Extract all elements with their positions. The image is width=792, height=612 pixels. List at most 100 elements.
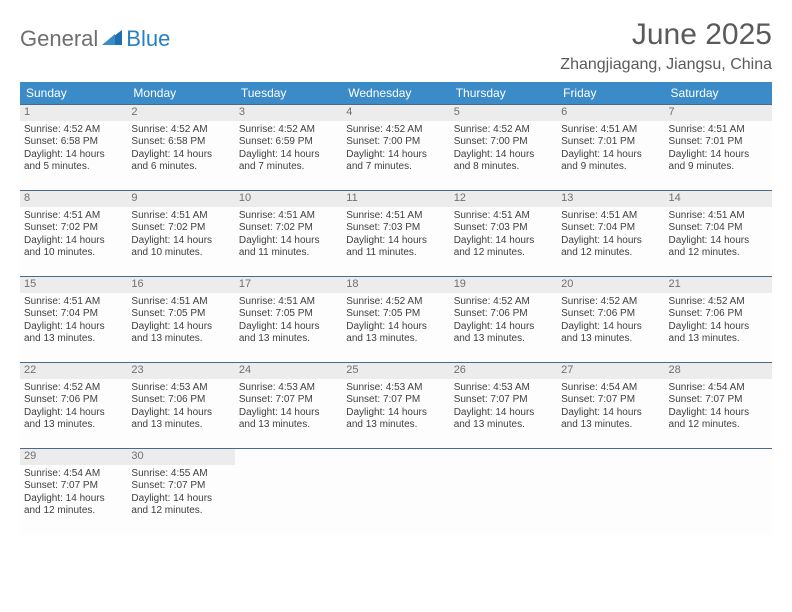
logo-mark-icon — [102, 28, 124, 51]
sunset-text: Sunset: 7:03 PM — [346, 222, 445, 235]
sunrise-text: Sunrise: 4:53 AM — [239, 382, 338, 395]
day-number: 3 — [235, 105, 342, 121]
location-label: Zhangjiagang, Jiangsu, China — [560, 56, 772, 74]
col-thursday: Thursday — [450, 82, 557, 105]
sunset-text: Sunset: 7:07 PM — [24, 480, 123, 493]
daylight-text: and 13 minutes. — [454, 333, 553, 346]
daylight-text: Daylight: 14 hours — [24, 149, 123, 162]
sunset-text: Sunset: 7:06 PM — [24, 394, 123, 407]
calendar-day-cell: 11Sunrise: 4:51 AMSunset: 7:03 PMDayligh… — [342, 191, 449, 277]
daylight-text: Daylight: 14 hours — [131, 149, 230, 162]
calendar-day-cell: 30Sunrise: 4:55 AMSunset: 7:07 PMDayligh… — [127, 449, 234, 535]
sunrise-text: Sunrise: 4:51 AM — [24, 296, 123, 309]
day-number: 5 — [450, 105, 557, 121]
calendar-day-cell: 21 Sunrise: 4:52 AMSunset: 7:06 PMDayligh… — [665, 277, 772, 363]
calendar-day-cell: 6Sunrise: 4:51 AMSunset: 7:01 PMDaylight… — [557, 105, 664, 191]
sunrise-text: Sunrise: 4:54 AM — [669, 382, 768, 395]
col-tuesday: Tuesday — [235, 82, 342, 105]
daylight-text: Daylight: 14 hours — [346, 149, 445, 162]
calendar-week-row: 8Sunrise: 4:51 AMSunset: 7:02 PMDaylight… — [20, 191, 772, 277]
calendar-empty-cell — [557, 449, 664, 535]
calendar-empty-cell — [665, 449, 772, 535]
logo-text-general: General — [20, 26, 98, 52]
daylight-text: and 13 minutes. — [454, 419, 553, 432]
day-number: 11 — [342, 191, 449, 207]
daylight-text: Daylight: 14 hours — [454, 235, 553, 248]
day-number: 26 — [450, 363, 557, 379]
day-number: 16 — [127, 277, 234, 293]
daylight-text: Daylight: 14 hours — [669, 321, 768, 334]
day-number: 24 — [235, 363, 342, 379]
sunset-text: Sunset: 7:02 PM — [131, 222, 230, 235]
calendar-day-cell: 28 Sunrise: 4:54 AMSunset: 7:07 PMDayligh… — [665, 363, 772, 449]
daylight-text: Daylight: 14 hours — [239, 149, 338, 162]
day-number: 8 — [20, 191, 127, 207]
calendar-day-cell: 29Sunrise: 4:54 AMSunset: 7:07 PMDayligh… — [20, 449, 127, 535]
sunset-text: Sunset: 6:59 PM — [239, 136, 338, 149]
calendar-week-row: 22Sunrise: 4:52 AMSunset: 7:06 PMDayligh… — [20, 363, 772, 449]
daylight-text: Daylight: 14 hours — [24, 493, 123, 506]
daylight-text: and 9 minutes. — [669, 161, 768, 174]
day-number: 6 — [557, 105, 664, 121]
calendar-day-cell: 27Sunrise: 4:54 AMSunset: 7:07 PMDayligh… — [557, 363, 664, 449]
daylight-text: Daylight: 14 hours — [131, 235, 230, 248]
calendar-week-row: 1Sunrise: 4:52 AMSunset: 6:58 PMDaylight… — [20, 105, 772, 191]
daylight-text: Daylight: 14 hours — [669, 149, 768, 162]
daylight-text: Daylight: 14 hours — [239, 321, 338, 334]
calendar-day-cell: 25Sunrise: 4:53 AMSunset: 7:07 PMDayligh… — [342, 363, 449, 449]
daylight-text: and 7 minutes. — [346, 161, 445, 174]
calendar-header-row: Sunday Monday Tuesday Wednesday Thursday… — [20, 82, 772, 105]
sunrise-text: Sunrise: 4:51 AM — [454, 210, 553, 223]
daylight-text: and 13 minutes. — [346, 419, 445, 432]
day-number: 19 — [450, 277, 557, 293]
day-number: 23 — [127, 363, 234, 379]
day-number: 15 — [20, 277, 127, 293]
col-saturday: Saturday — [665, 82, 772, 105]
daylight-text: and 12 minutes. — [131, 505, 230, 518]
daylight-text: and 11 minutes. — [239, 247, 338, 260]
calendar-day-cell: 17Sunrise: 4:51 AMSunset: 7:05 PMDayligh… — [235, 277, 342, 363]
sunset-text: Sunset: 7:03 PM — [454, 222, 553, 235]
calendar-day-cell: 10Sunrise: 4:51 AMSunset: 7:02 PMDayligh… — [235, 191, 342, 277]
sunrise-text: Sunrise: 4:52 AM — [131, 124, 230, 137]
calendar-day-cell: 8Sunrise: 4:51 AMSunset: 7:02 PMDaylight… — [20, 191, 127, 277]
daylight-text: Daylight: 14 hours — [561, 235, 660, 248]
daylight-text: Daylight: 14 hours — [131, 407, 230, 420]
day-number: 18 — [342, 277, 449, 293]
daylight-text: and 8 minutes. — [454, 161, 553, 174]
daylight-text: Daylight: 14 hours — [131, 321, 230, 334]
calendar-day-cell: 12Sunrise: 4:51 AMSunset: 7:03 PMDayligh… — [450, 191, 557, 277]
calendar-day-cell: 3Sunrise: 4:52 AMSunset: 6:59 PMDaylight… — [235, 105, 342, 191]
day-number: 14 — [665, 191, 772, 207]
daylight-text: and 13 minutes. — [561, 419, 660, 432]
daylight-text: Daylight: 14 hours — [669, 407, 768, 420]
sunset-text: Sunset: 7:06 PM — [131, 394, 230, 407]
sunrise-text: Sunrise: 4:51 AM — [239, 296, 338, 309]
daylight-text: and 10 minutes. — [131, 247, 230, 260]
sunset-text: Sunset: 7:02 PM — [239, 222, 338, 235]
sunset-text: Sunset: 7:06 PM — [669, 308, 768, 321]
day-number: 28 — [665, 363, 772, 379]
day-number: 20 — [557, 277, 664, 293]
day-number: 22 — [20, 363, 127, 379]
sunset-text: Sunset: 7:07 PM — [669, 394, 768, 407]
logo-text-blue: Blue — [126, 26, 170, 52]
sunrise-text: Sunrise: 4:52 AM — [346, 124, 445, 137]
calendar-day-cell: 15Sunrise: 4:51 AMSunset: 7:04 PMDayligh… — [20, 277, 127, 363]
daylight-text: and 13 minutes. — [24, 333, 123, 346]
sunrise-text: Sunrise: 4:52 AM — [454, 124, 553, 137]
daylight-text: Daylight: 14 hours — [346, 321, 445, 334]
sunrise-text: Sunrise: 4:52 AM — [669, 296, 768, 309]
sunset-text: Sunset: 7:06 PM — [454, 308, 553, 321]
sunset-text: Sunset: 7:05 PM — [346, 308, 445, 321]
sunrise-text: Sunrise: 4:52 AM — [561, 296, 660, 309]
sunrise-text: Sunrise: 4:51 AM — [131, 210, 230, 223]
daylight-text: and 13 minutes. — [131, 333, 230, 346]
day-number: 21 — [665, 277, 772, 293]
sunset-text: Sunset: 7:07 PM — [561, 394, 660, 407]
daylight-text: and 12 minutes. — [669, 247, 768, 260]
daylight-text: Daylight: 14 hours — [239, 235, 338, 248]
calendar-day-cell: 4Sunrise: 4:52 AMSunset: 7:00 PMDaylight… — [342, 105, 449, 191]
sunset-text: Sunset: 7:07 PM — [454, 394, 553, 407]
daylight-text: and 13 minutes. — [239, 419, 338, 432]
